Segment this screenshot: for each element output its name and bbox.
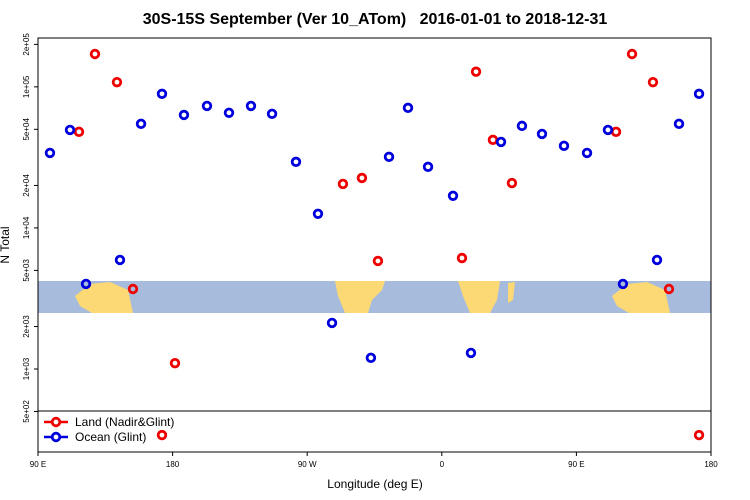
x-tick-label: 90 E	[568, 460, 584, 469]
point	[465, 347, 477, 359]
y-tick-label: 1e+04	[22, 216, 31, 239]
y-tick-label: 1e+05	[22, 75, 31, 98]
point	[372, 255, 384, 267]
y-tick-label: 2e+03	[22, 315, 31, 338]
point	[495, 136, 507, 148]
point	[178, 109, 190, 121]
point	[337, 178, 349, 190]
y-tick-label: 5e+02	[22, 400, 31, 423]
point	[89, 48, 101, 60]
point	[156, 88, 168, 100]
point	[80, 278, 92, 290]
x-tick-label: 180	[166, 460, 180, 469]
y-tick-label: 5e+03	[22, 259, 31, 282]
point	[365, 352, 377, 364]
point	[558, 140, 570, 152]
point	[602, 124, 614, 136]
point	[127, 283, 139, 295]
point	[64, 124, 76, 136]
y-tick-label: 1e+03	[22, 357, 31, 380]
point	[326, 317, 338, 329]
y-axis-label: N Total	[0, 226, 12, 263]
x-tick-label: 90 W	[298, 460, 317, 469]
legend-marker	[50, 431, 62, 443]
point	[693, 88, 705, 100]
point	[536, 128, 548, 140]
map-band	[38, 281, 711, 313]
point	[516, 120, 528, 132]
point	[356, 172, 368, 184]
point	[647, 76, 659, 88]
legend-label: Ocean (Glint)	[75, 430, 146, 444]
point	[266, 108, 278, 120]
point	[456, 252, 468, 264]
y-tick-label: 2e+04	[22, 174, 31, 197]
point	[663, 283, 675, 295]
point	[312, 208, 324, 219]
legend-label: Land (Nadir&Glint)	[75, 415, 174, 429]
point	[626, 48, 638, 60]
chart-title: 30S-15S September (Ver 10_ATom) 2016-01-…	[143, 11, 608, 28]
point	[402, 102, 414, 114]
point	[617, 278, 629, 290]
point	[610, 126, 622, 138]
point	[245, 100, 257, 112]
point	[383, 151, 395, 163]
legend-marker	[50, 416, 62, 428]
y-tick-label: 2e+05	[22, 33, 31, 56]
point	[44, 147, 56, 159]
y-tick-label: 5e+04	[22, 118, 31, 141]
point	[290, 156, 302, 168]
point	[73, 126, 85, 138]
point	[156, 429, 168, 441]
point	[223, 107, 235, 118]
plot-frame	[37, 37, 712, 453]
point	[169, 357, 181, 369]
point	[422, 161, 434, 173]
point	[506, 177, 518, 189]
point	[581, 147, 593, 159]
point	[114, 254, 126, 266]
x-tick-label: 0	[440, 460, 445, 469]
x-tick-label: 90 E	[30, 460, 46, 469]
point	[487, 134, 499, 146]
point	[693, 429, 705, 441]
point	[673, 118, 685, 130]
point	[111, 76, 123, 88]
point	[201, 100, 213, 112]
point	[651, 254, 663, 266]
x-tick-label: 180	[704, 460, 718, 469]
point	[447, 190, 459, 201]
point	[135, 118, 147, 130]
x-axis-label: Longitude (deg E)	[327, 477, 422, 491]
point	[470, 66, 482, 77]
